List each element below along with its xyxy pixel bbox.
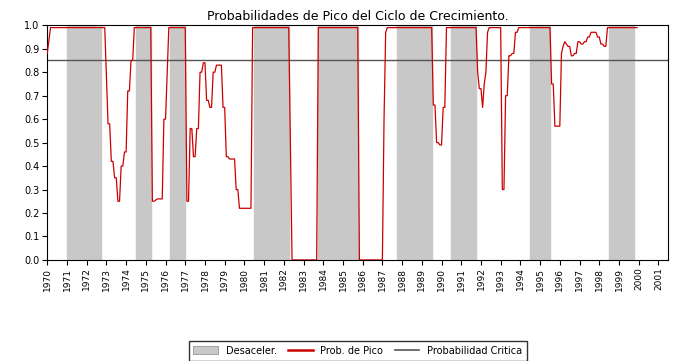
Bar: [171, 25, 185, 260]
Legend: Desaceler., Prob. de Pico, Probabilidad Critica: Desaceler., Prob. de Pico, Probabilidad …: [188, 341, 527, 361]
Bar: [254, 25, 289, 260]
Bar: [397, 25, 432, 260]
Title: Probabilidades de Pico del Ciclo de Crecimiento.: Probabilidades de Pico del Ciclo de Crec…: [207, 10, 508, 23]
Bar: [531, 25, 550, 260]
Bar: [136, 25, 151, 260]
Bar: [452, 25, 476, 260]
Bar: [319, 25, 358, 260]
Bar: [609, 25, 634, 260]
Bar: [67, 25, 101, 260]
